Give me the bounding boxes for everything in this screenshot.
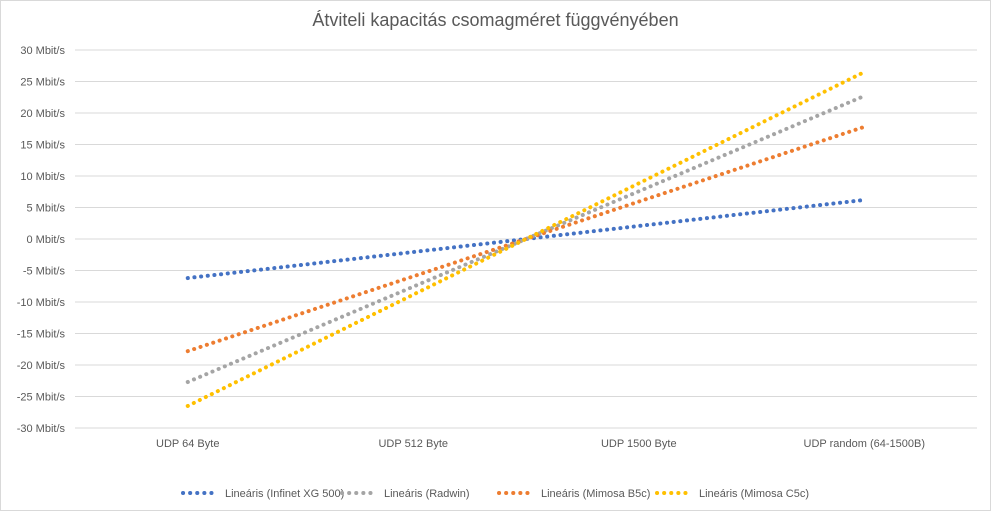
legend-item: Lineáris (Radwin) — [340, 488, 470, 500]
y-tick-label: -10 Mbit/s — [17, 297, 66, 309]
trendline — [185, 70, 867, 408]
legend-item: Lineáris (Mimosa B5c) — [497, 488, 650, 500]
legend-item: Lineáris (Infinet XG 500) — [181, 488, 344, 500]
series-lines — [185, 70, 867, 408]
y-tick-label: -5 Mbit/s — [23, 266, 66, 278]
y-tick-label: 0 Mbit/s — [26, 234, 65, 246]
legend-label: Lineáris (Radwin) — [384, 488, 470, 500]
gridlines — [75, 49, 977, 429]
series-line — [185, 70, 867, 408]
x-tick-label: UDP 64 Byte — [156, 438, 219, 450]
x-tick-label: UDP 1500 Byte — [601, 438, 677, 450]
y-tick-label: -25 Mbit/s — [17, 392, 66, 404]
y-tick-label: 20 Mbit/s — [20, 108, 65, 120]
legend-label: Lineáris (Mimosa C5c) — [699, 488, 809, 500]
y-tick-label: 15 Mbit/s — [20, 140, 65, 152]
y-axis-ticks: -30 Mbit/s -25 Mbit/s -20 Mbit/s -15 Mbit/s… — [17, 45, 66, 435]
y-tick-label: 30 Mbit/s — [20, 45, 65, 57]
y-tick-label: -20 Mbit/s — [17, 360, 66, 372]
chart-title: Átviteli kapacitás csomagméret függvényé… — [312, 10, 679, 30]
y-tick-label: -30 Mbit/s — [17, 423, 66, 435]
x-tick-label: UDP random (64-1500B) — [804, 438, 925, 450]
legend-item: Lineáris (Mimosa C5c) — [655, 488, 809, 500]
legend-label: Lineáris (Infinet XG 500) — [225, 488, 344, 500]
legend: Lineáris (Infinet XG 500) Lineáris (Radwi… — [181, 488, 809, 500]
x-axis-ticks: UDP 64 Byte UDP 512 Byte UDP 1500 Byte UDP … — [156, 438, 925, 450]
y-tick-label: 25 Mbit/s — [20, 77, 65, 89]
x-tick-label: UDP 512 Byte — [378, 438, 448, 450]
y-tick-label: 10 Mbit/s — [20, 171, 65, 183]
legend-label: Lineáris (Mimosa B5c) — [541, 488, 650, 500]
y-tick-label: -15 Mbit/s — [17, 329, 66, 341]
y-tick-label: 5 Mbit/s — [26, 203, 65, 215]
